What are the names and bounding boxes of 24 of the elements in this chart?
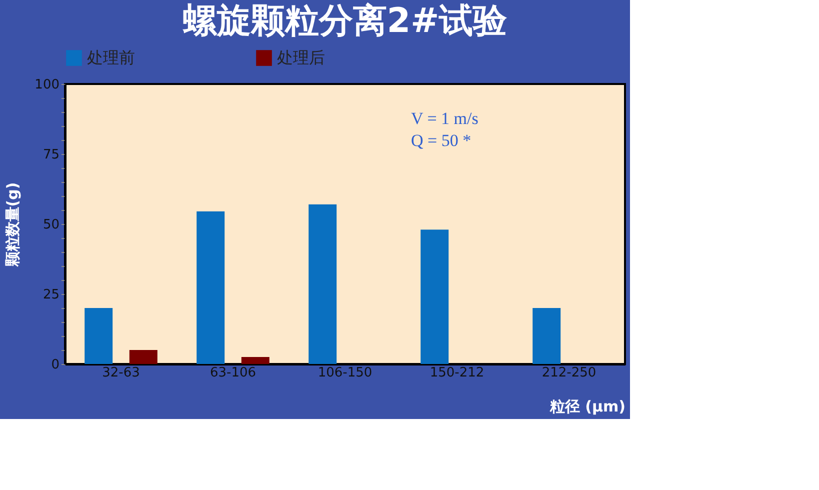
x-tick-label: 32-63 bbox=[102, 366, 140, 380]
bar bbox=[196, 211, 225, 364]
annotation: V = 1 m/s bbox=[411, 109, 478, 128]
x-axis-title: 粒径 (μm) bbox=[548, 398, 626, 416]
chart-title: 螺旋颗粒分离2#试验 bbox=[182, 1, 508, 41]
x-tick-label: 212-250 bbox=[542, 366, 596, 380]
bar bbox=[241, 357, 270, 364]
x-tick-label: 150-212 bbox=[430, 366, 484, 380]
bar bbox=[84, 308, 113, 364]
bar bbox=[532, 308, 561, 364]
annotation: Q = 50 * bbox=[411, 131, 472, 150]
legend-label: 处理后 bbox=[277, 48, 325, 67]
y-axis-title: 颗粒数量(g) bbox=[4, 182, 22, 268]
bar bbox=[420, 230, 449, 364]
y-tick-label: 25 bbox=[42, 288, 60, 302]
bar bbox=[129, 350, 158, 364]
y-tick-label: 100 bbox=[34, 78, 60, 92]
y-tick-label: 50 bbox=[42, 218, 60, 232]
y-tick-label: 0 bbox=[51, 358, 60, 372]
x-tick-label: 106-150 bbox=[318, 366, 372, 380]
bar bbox=[308, 204, 337, 364]
y-tick-label: 75 bbox=[42, 148, 60, 162]
legend-label: 处理前 bbox=[87, 48, 135, 67]
x-tick-label: 63-106 bbox=[210, 366, 256, 380]
